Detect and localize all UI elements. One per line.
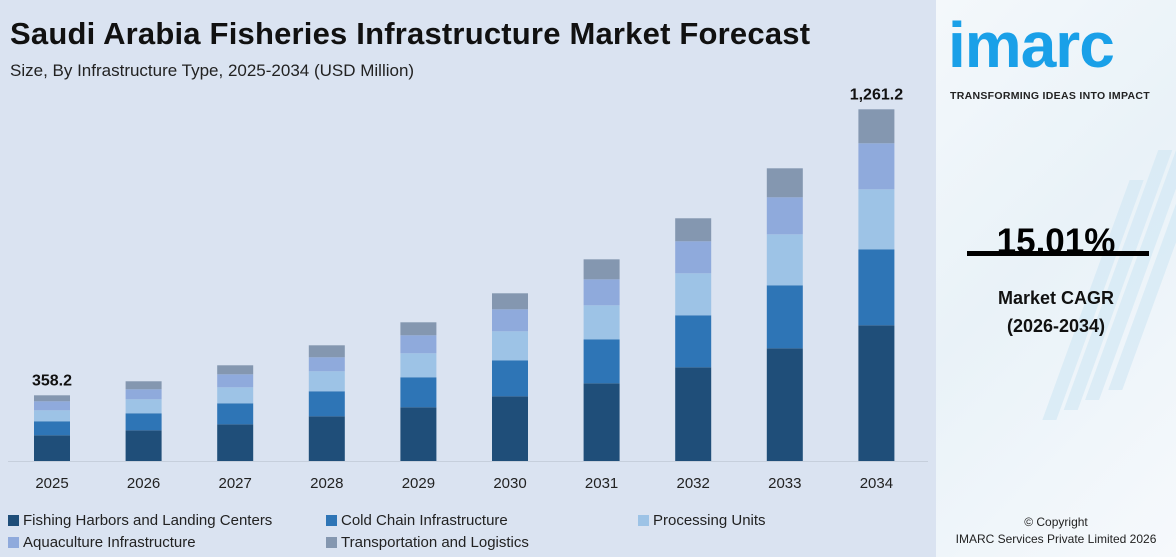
x-tick-label: 2030: [493, 475, 526, 492]
bar-segment-2029-2: [400, 353, 437, 378]
bar-segment-2030-0: [492, 396, 528, 461]
bar-segment-2026-2: [125, 399, 162, 414]
bar-segment-2027-1: [217, 403, 254, 425]
bar-segment-2028-1: [308, 391, 345, 417]
bar-segment-2034-0: [858, 325, 895, 461]
legend-label: Transportation and Logistics: [341, 534, 529, 551]
bar-segment-2034-2: [858, 189, 895, 250]
bar-segment-2028-0: [308, 416, 345, 461]
bar-segment-2031-4: [583, 259, 620, 280]
bar-segment-2029-4: [400, 322, 437, 336]
bar-segment-2030-4: [492, 293, 528, 310]
legend-item: Transportation and Logistics: [326, 534, 529, 551]
chart-title: Saudi Arabia Fisheries Infrastructure Ma…: [10, 16, 811, 51]
legend-label: Aquaculture Infrastructure: [23, 534, 196, 551]
bar-segment-2026-3: [125, 389, 162, 400]
cagr-label-text: Market CAGR: [997, 288, 1115, 308]
bar-segment-2030-3: [492, 309, 528, 332]
bar-segment-2031-0: [583, 383, 620, 461]
x-tick-label: 2027: [219, 475, 252, 492]
x-tick-label: 2029: [402, 475, 435, 492]
bar-segment-2028-2: [308, 371, 345, 392]
legend-item: Fishing Harbors and Landing Centers: [8, 512, 272, 529]
bar-segment-2027-2: [217, 387, 254, 404]
bar-segment-2027-0: [217, 424, 254, 461]
logo-tagline: TRANSFORMING IDEAS INTO IMPACT: [950, 90, 1150, 102]
bar-segment-2034-1: [858, 249, 895, 326]
bar-segment-2029-3: [400, 335, 437, 354]
bar-segment-2033-3: [766, 197, 803, 235]
bar-segment-2027-3: [217, 374, 254, 388]
stacked-bar-chart: 2025 358.2 2026 2027 2028 2029 2030 2031 2032 203…: [8, 86, 928, 492]
legend-label: Cold Chain Infrastructure: [341, 512, 508, 529]
bar-segment-2029-0: [400, 407, 437, 461]
bar-segment-2034-3: [858, 143, 895, 190]
x-tick-label: 2033: [768, 475, 801, 492]
cagr-label: Market CAGR (2026-2034): [936, 284, 1176, 340]
bar-segment-2030-1: [492, 360, 528, 397]
x-tick-label: 2028: [310, 475, 343, 492]
bar-segment-2033-0: [766, 348, 803, 461]
x-tick-label: 2031: [585, 475, 618, 492]
data-label: 1,261.2: [850, 86, 903, 103]
x-tick-label: 2026: [127, 475, 160, 492]
chart-subtitle: Size, By Infrastructure Type, 2025-2034 …: [10, 61, 415, 80]
bar-segment-2030-2: [492, 331, 528, 361]
x-tick-label: 2025: [35, 475, 68, 492]
bar-segment-2032-2: [675, 273, 712, 316]
legend-label: Processing Units: [653, 512, 766, 529]
legend-item: Processing Units: [638, 512, 766, 529]
bar-segment-2033-4: [766, 168, 803, 198]
bar-segment-2034-4: [858, 109, 895, 144]
legend-label: Fishing Harbors and Landing Centers: [23, 512, 273, 529]
legend-swatch: [8, 515, 19, 526]
data-label: 358.2: [32, 372, 72, 389]
bar-segment-2027-4: [217, 365, 254, 375]
bar-segment-2031-1: [583, 339, 620, 384]
copyright-line: © Copyright: [1024, 515, 1088, 529]
legend-swatch: [326, 537, 337, 548]
bar-segment-2032-4: [675, 218, 712, 242]
bar-segment-2031-3: [583, 279, 620, 306]
copyright: © Copyright IMARC Services Private Limit…: [936, 514, 1176, 548]
legend-swatch: [8, 537, 19, 548]
imarc-logo: imarc: [948, 9, 1115, 81]
divider: [967, 251, 1149, 256]
legend-swatch: [638, 515, 649, 526]
cagr-period: (2026-2034): [1006, 316, 1106, 336]
legend-swatch: [326, 515, 337, 526]
bar-segment-2025-1: [34, 421, 70, 436]
bar-segment-2026-0: [125, 430, 162, 461]
chart-panel: Saudi Arabia Fisheries Infrastructure Ma…: [8, 16, 928, 551]
bar-segment-2025-0: [34, 435, 70, 461]
bar-segment-2028-4: [308, 345, 345, 358]
x-tick-label: 2032: [677, 475, 710, 492]
bar-segment-2033-1: [766, 285, 803, 349]
bar-segment-2026-4: [125, 381, 162, 390]
company-line: IMARC Services Private Limited 2026: [955, 532, 1157, 546]
sidebar: imarc TRANSFORMING IDEAS INTO IMPACT 15.…: [936, 0, 1176, 557]
legend-item: Aquaculture Infrastructure: [8, 534, 196, 551]
bar-segment-2025-2: [34, 410, 70, 422]
bar-segment-2033-2: [766, 234, 803, 286]
bar-segment-2026-1: [125, 413, 162, 431]
bar-segment-2025-3: [34, 401, 70, 411]
bar-segment-2031-2: [583, 305, 620, 340]
bar-segment-2029-1: [400, 377, 437, 408]
x-tick-label: 2034: [860, 475, 893, 492]
bar-segment-2032-1: [675, 315, 712, 368]
cagr-value: 15.01%: [996, 222, 1116, 261]
bar-segment-2028-3: [308, 357, 345, 372]
bar-segment-2025-4: [34, 395, 70, 402]
bar-segment-2032-3: [675, 241, 712, 274]
legend-item: Cold Chain Infrastructure: [326, 512, 508, 529]
bar-segment-2032-0: [675, 367, 712, 461]
